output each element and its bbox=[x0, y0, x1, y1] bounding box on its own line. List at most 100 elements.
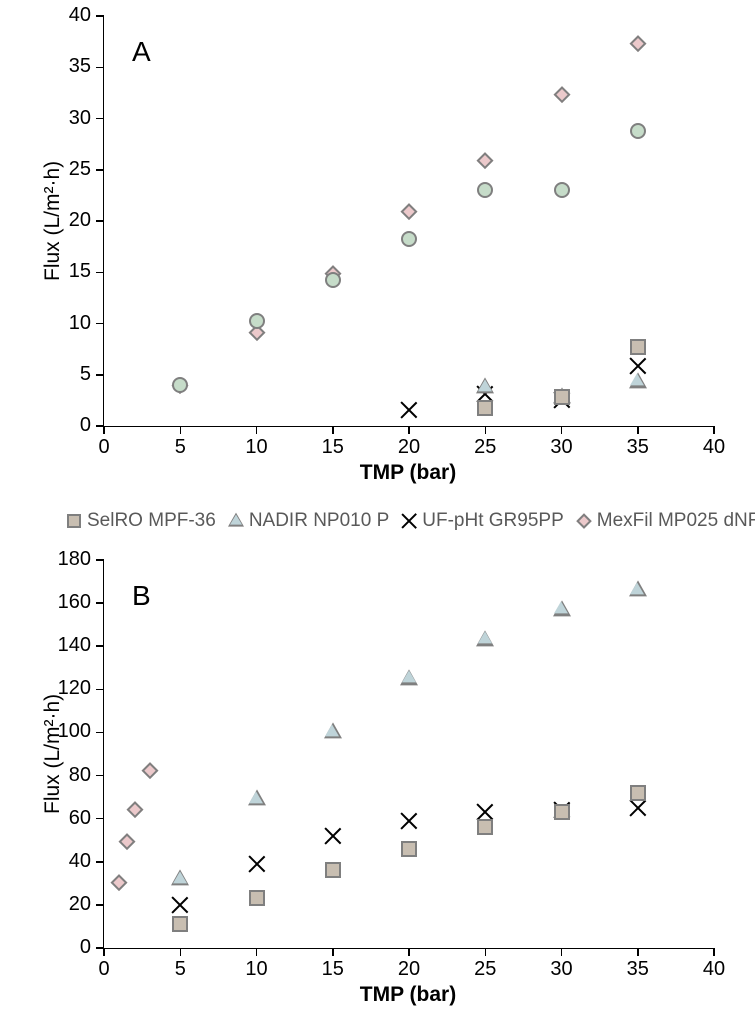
x-tick-mark bbox=[180, 948, 182, 956]
y-tick-mark bbox=[96, 15, 104, 17]
x-tick-mark bbox=[485, 948, 487, 956]
x-tick-label: 20 bbox=[398, 958, 420, 981]
x-tick-label: 35 bbox=[627, 436, 649, 459]
legend-label: SelRO MPF-36 bbox=[87, 510, 216, 532]
x-tick-label: 5 bbox=[175, 958, 186, 981]
x-tick-mark bbox=[180, 426, 182, 434]
data-point-selro bbox=[249, 890, 265, 906]
x-tick-label: 0 bbox=[98, 958, 109, 981]
y-tick-label: 80 bbox=[69, 764, 91, 787]
legend-label: NADIR NP010 P bbox=[249, 510, 389, 532]
panelA-panel-label: A bbox=[132, 36, 151, 68]
legend-marker-ufpht bbox=[401, 513, 417, 529]
data-point-nadir bbox=[400, 669, 418, 685]
panelB-y-axis-title: Flux (L/m²·h) bbox=[41, 694, 65, 814]
data-point-extra_circle bbox=[249, 313, 265, 329]
data-point-selro bbox=[554, 804, 570, 820]
x-tick-label: 25 bbox=[474, 958, 496, 981]
legend-marker-icon-mexfil bbox=[576, 513, 591, 528]
data-point-selro bbox=[401, 841, 417, 857]
data-point-nadir bbox=[171, 869, 189, 885]
x-tick-mark bbox=[103, 948, 105, 956]
data-point-selro bbox=[630, 339, 646, 355]
x-tick-label: 10 bbox=[245, 436, 267, 459]
y-tick-mark bbox=[96, 775, 104, 777]
data-point-extra_circle bbox=[554, 182, 570, 198]
x-tick-label: 30 bbox=[550, 958, 572, 981]
x-tick-mark bbox=[332, 948, 334, 956]
y-tick-mark bbox=[96, 602, 104, 604]
panelB-plot-area: 0204060801001201401601800510152025303540 bbox=[103, 560, 714, 949]
y-tick-label: 25 bbox=[69, 158, 91, 181]
y-tick-mark bbox=[96, 818, 104, 820]
y-tick-label: 15 bbox=[69, 260, 91, 283]
data-point-selro bbox=[325, 862, 341, 878]
y-tick-label: 140 bbox=[58, 634, 91, 657]
y-tick-mark bbox=[96, 67, 104, 69]
data-point-ufpht bbox=[401, 813, 417, 829]
panelA-plot-area: 05101520253035400510152025303540 bbox=[103, 16, 714, 427]
panelB-panel-label: B bbox=[132, 580, 151, 612]
panelA-y-axis-title: Flux (L/m²·h) bbox=[41, 161, 65, 281]
data-point-selro bbox=[477, 400, 493, 416]
data-point-ufpht bbox=[401, 402, 417, 418]
legend-marker-icon-selro bbox=[67, 514, 81, 528]
x-tick-mark bbox=[637, 948, 639, 956]
data-point-ufpht bbox=[249, 856, 265, 872]
y-tick-label: 20 bbox=[69, 209, 91, 232]
legend: SelRO MPF-36NADIR NP010 PUF-pHt GR95PPMe… bbox=[66, 510, 755, 532]
y-tick-label: 35 bbox=[69, 55, 91, 78]
data-point-ufpht bbox=[630, 358, 646, 374]
legend-item-selro: SelRO MPF-36 bbox=[66, 510, 216, 532]
data-point-ufpht bbox=[172, 897, 188, 913]
y-tick-label: 180 bbox=[58, 548, 91, 571]
panelB-x-axis-title: TMP (bar) bbox=[360, 983, 456, 1007]
legend-marker-nadir bbox=[228, 513, 244, 529]
data-point-selro bbox=[554, 389, 570, 405]
y-tick-mark bbox=[96, 323, 104, 325]
data-point-ufpht bbox=[477, 804, 493, 820]
data-point-mexfil bbox=[118, 834, 136, 852]
x-tick-label: 0 bbox=[98, 436, 109, 459]
data-point-extra_circle bbox=[325, 272, 341, 288]
legend-marker-mexfil bbox=[576, 513, 592, 529]
data-point-nadir bbox=[324, 723, 342, 739]
y-tick-label: 20 bbox=[69, 893, 91, 916]
x-tick-mark bbox=[637, 426, 639, 434]
y-tick-mark bbox=[96, 272, 104, 274]
x-tick-mark bbox=[713, 948, 715, 956]
legend-item-nadir: NADIR NP010 P bbox=[228, 510, 389, 532]
data-point-nadir bbox=[476, 377, 494, 393]
data-point-extra_circle bbox=[477, 182, 493, 198]
x-tick-mark bbox=[561, 426, 563, 434]
x-tick-mark bbox=[713, 426, 715, 434]
y-tick-mark bbox=[96, 645, 104, 647]
y-tick-mark bbox=[96, 861, 104, 863]
data-point-extra_circle bbox=[630, 123, 646, 139]
data-point-mexfil bbox=[141, 762, 159, 780]
y-tick-mark bbox=[96, 732, 104, 734]
legend-marker-selro bbox=[66, 513, 82, 529]
data-point-ufpht bbox=[630, 800, 646, 816]
y-tick-label: 60 bbox=[69, 807, 91, 830]
y-tick-mark bbox=[96, 220, 104, 222]
data-point-nadir bbox=[629, 581, 647, 597]
legend-label: UF-pHt GR95PP bbox=[422, 510, 563, 532]
x-tick-label: 25 bbox=[474, 436, 496, 459]
x-tick-label: 10 bbox=[245, 958, 267, 981]
y-tick-label: 30 bbox=[69, 107, 91, 130]
x-tick-mark bbox=[408, 426, 410, 434]
data-point-nadir bbox=[553, 600, 571, 616]
data-point-selro bbox=[630, 785, 646, 801]
y-tick-mark bbox=[96, 904, 104, 906]
panelA-x-axis-title: TMP (bar) bbox=[360, 461, 456, 485]
y-tick-mark bbox=[96, 689, 104, 691]
data-point-mexfil bbox=[400, 203, 418, 221]
data-point-nadir bbox=[629, 372, 647, 388]
data-point-nadir bbox=[476, 630, 494, 646]
data-point-extra_circle bbox=[172, 377, 188, 393]
y-tick-label: 0 bbox=[80, 414, 91, 437]
data-point-ufpht bbox=[325, 828, 341, 844]
y-tick-label: 40 bbox=[69, 850, 91, 873]
legend-item-ufpht: UF-pHt GR95PP bbox=[401, 510, 563, 532]
